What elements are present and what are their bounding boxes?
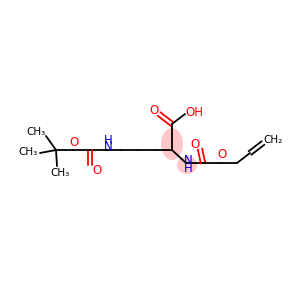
Text: CH₃: CH₃ <box>50 168 70 178</box>
Text: CH₃: CH₃ <box>26 127 46 137</box>
Text: CH₂: CH₂ <box>263 135 283 145</box>
Text: H: H <box>184 163 192 176</box>
Text: O: O <box>218 148 226 161</box>
Text: CH₃: CH₃ <box>18 147 38 157</box>
Text: O: O <box>190 137 200 151</box>
Text: N: N <box>103 140 112 154</box>
Text: O: O <box>92 164 102 176</box>
Text: O: O <box>69 136 79 148</box>
Ellipse shape <box>161 128 183 160</box>
Ellipse shape <box>177 156 197 174</box>
Text: O: O <box>149 104 159 118</box>
Text: OH: OH <box>185 106 203 118</box>
Text: N: N <box>184 154 192 167</box>
Text: H: H <box>103 134 112 146</box>
